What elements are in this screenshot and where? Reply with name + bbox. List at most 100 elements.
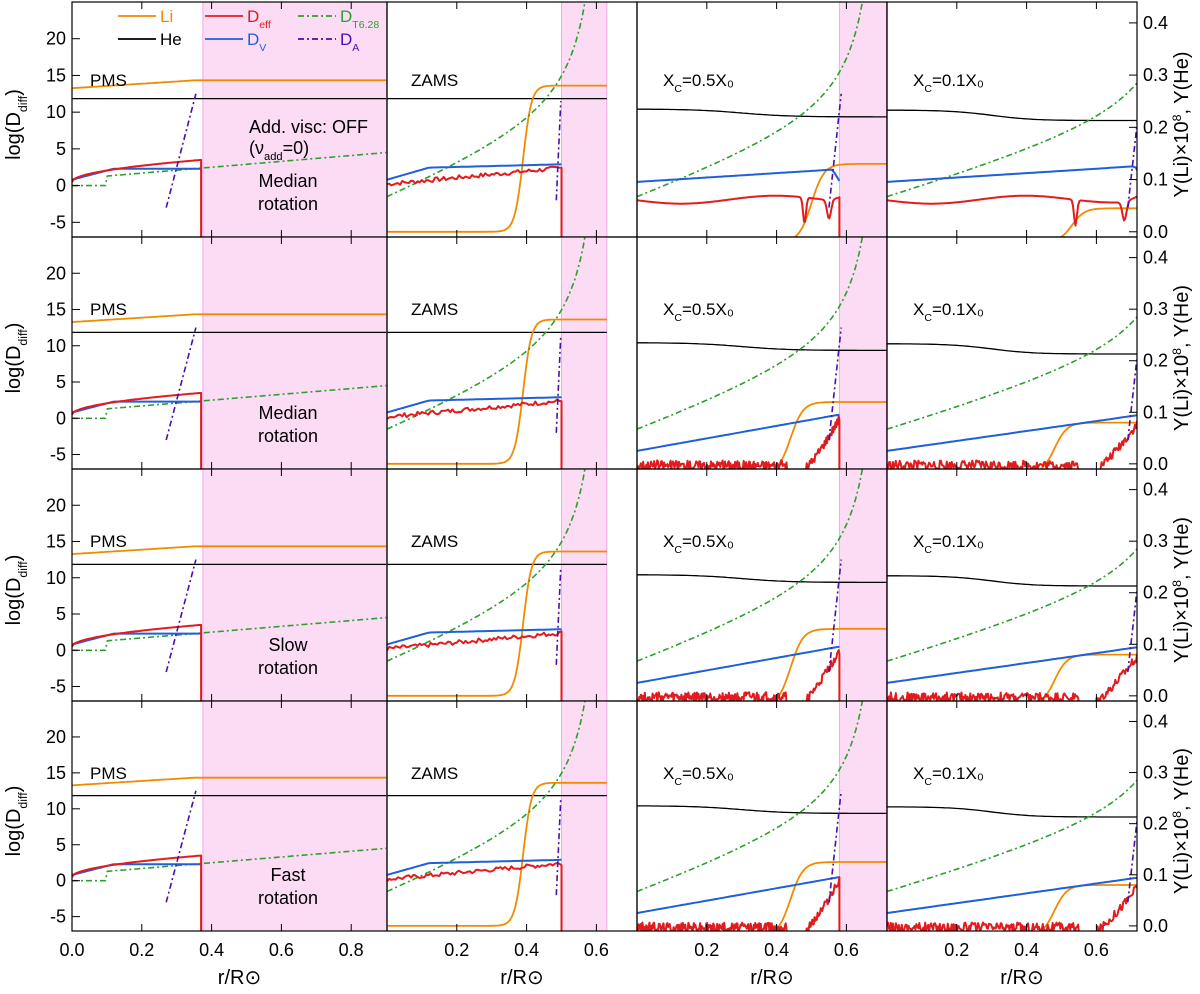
da-line [1127,813,1137,903]
dv-line [887,876,1137,914]
y-axis-label-left: log(Ddiff) [3,786,30,857]
dv-line [387,628,562,646]
deff-line [387,165,563,237]
stage-label: PMS [90,764,127,783]
li-line [387,318,607,465]
stage-label: ZAMS [411,764,458,783]
y-tick-label: 20 [46,29,66,49]
y-tick-label: 15 [46,300,66,320]
panel-0-3 [72,701,387,931]
y-axis-label-left: log(Ddiff) [3,323,30,394]
panel-frame [886,236,1138,470]
rotation-label: Fast [270,865,305,885]
dv-line [387,396,562,414]
stage-label: PMS [90,71,127,90]
deff-line [887,654,1137,701]
y-tick-label-right: 0.4 [1143,248,1168,268]
deff-line [387,398,563,469]
dt-line [637,469,864,662]
y-tick-label: 10 [46,102,66,122]
dt-line [72,847,387,882]
y-tick-label-right: 0.2 [1143,117,1168,137]
legend-label: DA [340,30,359,54]
convective-envelope [561,469,608,701]
y-tick-label-right: 0.2 [1143,351,1168,371]
y-tick-label-right: 0.0 [1143,916,1168,936]
stage-label: ZAMS [411,532,458,551]
panel-0-2 [72,469,387,701]
li-line [772,401,887,469]
stage-label: PMS [90,300,127,319]
da-line [555,334,562,433]
dv-line [72,167,202,181]
y-tick-label: 0 [56,176,66,196]
deff-line [387,862,563,931]
convective-envelope [202,701,387,931]
visc-note: (νadd=0) [249,138,309,163]
rotation-label: Median [258,403,317,423]
he-line [637,574,887,584]
y-tick-label: 0 [56,871,66,891]
stage-label: XC=0.5X₀ [663,300,734,324]
rotation-label: Slow [268,635,308,655]
panel-2-0 [637,2,887,237]
deff-line [72,623,203,701]
he-line [887,109,1137,122]
da-line [165,559,197,673]
dv-line [637,645,840,684]
x-tick-label: 0.4 [764,940,789,960]
deff-line [72,854,203,931]
y-axis-label-right: Y(Li)×108, Y(He) [1170,51,1193,197]
li-line [72,776,387,787]
stage-label: XC=0.5X₀ [663,532,734,556]
y-tick-label: 15 [46,763,66,783]
y-tick-label-right: 0.1 [1143,634,1168,654]
da-line [1127,350,1137,441]
li-line [772,861,887,931]
x-tick-label: 0.2 [444,940,469,960]
da-line [1127,582,1137,673]
y-tick-label: 0 [56,640,66,660]
y-tick-label: 20 [46,263,66,283]
y-tick-label: 10 [46,336,66,356]
y-tick-label-right: 0.1 [1143,170,1168,190]
li-line [387,84,607,233]
convective-envelope [202,469,387,701]
li-line [72,545,387,555]
deff-line [887,194,1137,227]
panel-frame [886,468,1138,702]
x-tick-label: 0.4 [514,940,539,960]
y-tick-label-right: 0.4 [1143,13,1168,33]
x-tick-label: 0.6 [269,940,294,960]
li-line [387,781,607,927]
stage-label: ZAMS [411,300,458,319]
dv-line [72,400,202,414]
y-tick-label-right: 0.4 [1143,480,1168,500]
da-line [555,797,562,896]
x-tick-label: 0.0 [59,940,84,960]
y-tick-label-right: 0.1 [1143,865,1168,885]
dt-line [637,701,864,893]
dt-line [887,547,1137,662]
dv-line [387,858,562,876]
li-line [387,550,607,697]
y-tick-label: 15 [46,532,66,552]
y-tick-label: -5 [50,677,66,697]
convective-envelope [561,2,608,237]
y-axis-label-right: Y(Li)×108, Y(He) [1170,285,1193,431]
convective-envelope [838,469,887,701]
y-tick-label: 20 [46,495,66,515]
dt-line [72,384,387,420]
y-tick-label-right: 0.2 [1143,814,1168,834]
li-line [772,627,887,701]
dv-line [637,876,840,914]
he-line [887,575,1137,587]
li-line [793,163,887,237]
dv-line [72,863,202,876]
da-line [165,790,197,903]
legend-label: DT6.28 [340,7,379,31]
x-axis-label: r/R⊙ [500,967,543,989]
y-tick-label: -5 [50,212,66,232]
x-tick-label: 0.6 [584,940,609,960]
